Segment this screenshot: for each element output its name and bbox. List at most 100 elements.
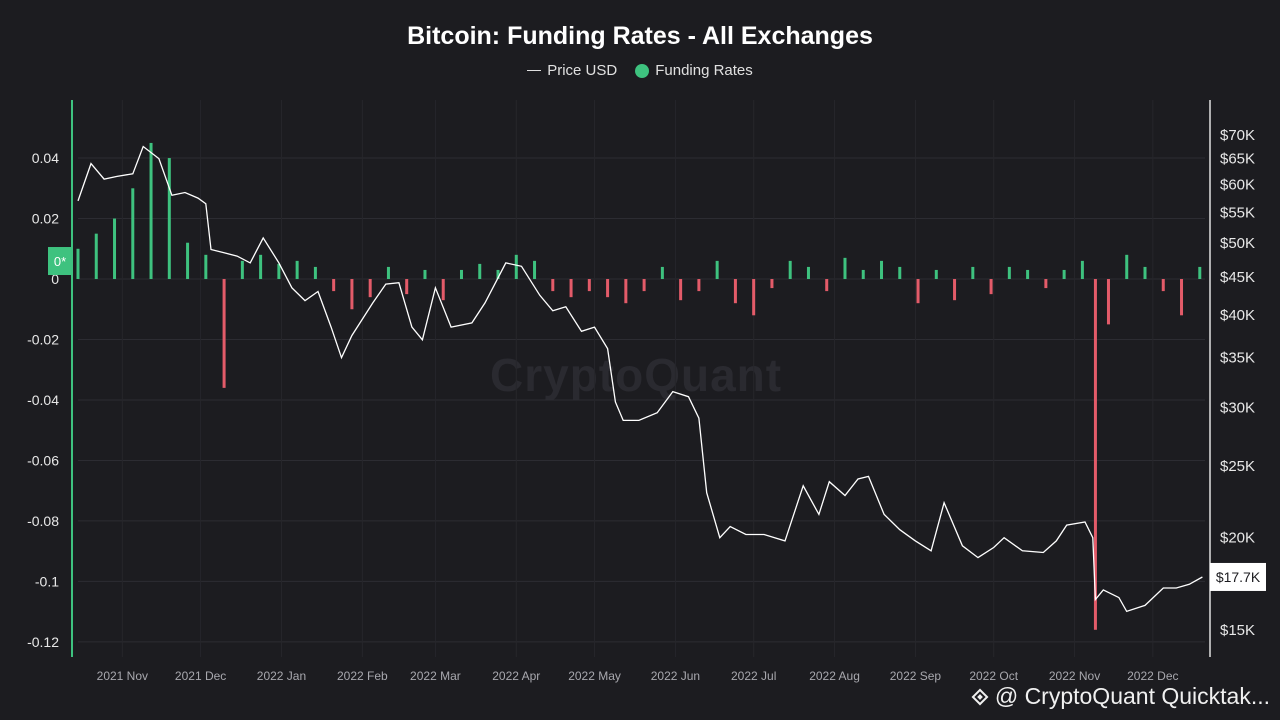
right-tick-label: $35K	[1220, 350, 1255, 367]
funding-bar	[660, 266, 664, 280]
x-tick-label: 2022 Aug	[809, 669, 860, 683]
funding-bar	[989, 279, 993, 295]
funding-bar	[1062, 269, 1066, 280]
funding-bar	[313, 266, 317, 280]
left-tick-label: 0.04	[32, 150, 59, 166]
price-line	[77, 145, 1203, 613]
funding-bar	[405, 279, 409, 295]
funding-bar	[259, 254, 263, 280]
right-tick-label: $15K	[1220, 622, 1255, 639]
funding-bar	[240, 260, 244, 280]
funding-bar	[953, 279, 957, 301]
x-tick-label: 2021 Dec	[175, 669, 226, 683]
zero-marker-label: 0*	[54, 254, 66, 269]
funding-bar	[277, 263, 281, 280]
funding-bar	[770, 279, 774, 289]
x-tick-label: 2022 Dec	[1127, 669, 1178, 683]
x-tick-label: 2022 Sep	[890, 669, 942, 683]
binance-logo-icon	[971, 688, 989, 706]
funding-bar	[131, 188, 135, 280]
funding-bar	[204, 254, 208, 280]
x-tick-label: 2022 Mar	[410, 669, 461, 683]
funding-bar	[1007, 266, 1011, 280]
legend-dot-icon	[635, 63, 650, 78]
funding-bar	[1125, 254, 1129, 280]
left-tick-label: -0.04	[27, 392, 59, 408]
funding-bar	[843, 257, 847, 280]
funding-bar	[222, 279, 226, 388]
funding-bar	[496, 269, 500, 280]
x-tick-label: 2021 Nov	[97, 669, 148, 683]
funding-bar	[715, 260, 719, 280]
left-tick-label: -0.12	[27, 634, 59, 650]
funding-bar	[1044, 279, 1048, 289]
funding-bar	[514, 254, 518, 280]
funding-bar	[1080, 260, 1084, 280]
funding-bar	[606, 279, 610, 298]
funding-bar	[880, 260, 884, 280]
legend-line-icon	[527, 70, 542, 71]
funding-bar	[76, 248, 80, 280]
x-tick-label: 2022 May	[568, 669, 621, 683]
right-tick-label: $25K	[1220, 458, 1255, 475]
funding-bar	[1143, 266, 1147, 280]
x-tick-label: 2022 Jun	[651, 669, 700, 683]
funding-bar	[94, 233, 98, 280]
funding-bar	[788, 260, 792, 280]
funding-bar	[934, 269, 938, 280]
funding-bar	[350, 279, 354, 310]
legend-item-price[interactable]: Price USD	[527, 62, 617, 79]
funding-bar	[971, 266, 975, 280]
right-tick-label: $60K	[1220, 176, 1255, 193]
x-tick-label: 2022 Oct	[969, 669, 1018, 683]
funding-bar	[1106, 279, 1110, 325]
funding-bar	[332, 279, 336, 292]
funding-bar	[697, 279, 701, 292]
funding-bar	[569, 279, 573, 298]
funding-bar	[1093, 279, 1097, 630]
right-tick-label: $55K	[1220, 204, 1255, 221]
funding-bar	[459, 269, 463, 280]
funding-bar	[533, 260, 537, 280]
footer-attribution: @ CryptoQuant Quicktak...	[971, 683, 1270, 710]
right-tick-label: $30K	[1220, 399, 1255, 416]
x-tick-label: 2022 Feb	[337, 669, 388, 683]
left-tick-label: -0.02	[27, 331, 59, 347]
left-tick-label: 0	[51, 271, 59, 287]
x-tick-label: 2022 Jul	[731, 669, 776, 683]
funding-bar	[386, 266, 390, 280]
x-tick-label: 2022 Nov	[1049, 669, 1100, 683]
funding-bar	[167, 158, 171, 280]
left-tick-label: -0.08	[27, 513, 59, 529]
funding-bar	[898, 266, 902, 280]
funding-bar	[551, 279, 555, 292]
legend-label-funding: Funding Rates	[655, 62, 753, 79]
chart-legend: Price USD Funding Rates	[0, 62, 1280, 79]
x-tick-label: 2022 Apr	[492, 669, 540, 683]
footer-text: @ CryptoQuant Quicktak...	[994, 683, 1270, 709]
funding-bar	[916, 279, 920, 304]
legend-item-funding[interactable]: Funding Rates	[635, 62, 753, 79]
funding-bar	[679, 279, 683, 301]
funding-bar	[1198, 266, 1202, 280]
funding-bar	[587, 279, 591, 292]
right-tick-label: $70K	[1220, 127, 1255, 144]
funding-bar	[113, 218, 117, 280]
right-tick-label: $50K	[1220, 235, 1255, 252]
funding-bar	[752, 279, 756, 316]
right-tick-label: $20K	[1220, 530, 1255, 547]
funding-bar	[861, 269, 865, 280]
funding-bar	[186, 242, 190, 280]
watermark: CryptoQuant	[490, 349, 783, 401]
right-tick-label: $45K	[1220, 269, 1255, 286]
zero-marker-badge	[48, 247, 72, 276]
left-tick-label: -0.1	[35, 573, 59, 589]
funding-bar	[441, 279, 445, 301]
funding-bar	[423, 269, 427, 280]
funding-bar	[478, 263, 482, 280]
current-price-badge	[1210, 562, 1266, 591]
legend-label-price: Price USD	[547, 62, 618, 79]
funding-bar	[149, 142, 153, 280]
right-tick-label: $40K	[1220, 307, 1255, 324]
funding-bar	[295, 260, 299, 280]
